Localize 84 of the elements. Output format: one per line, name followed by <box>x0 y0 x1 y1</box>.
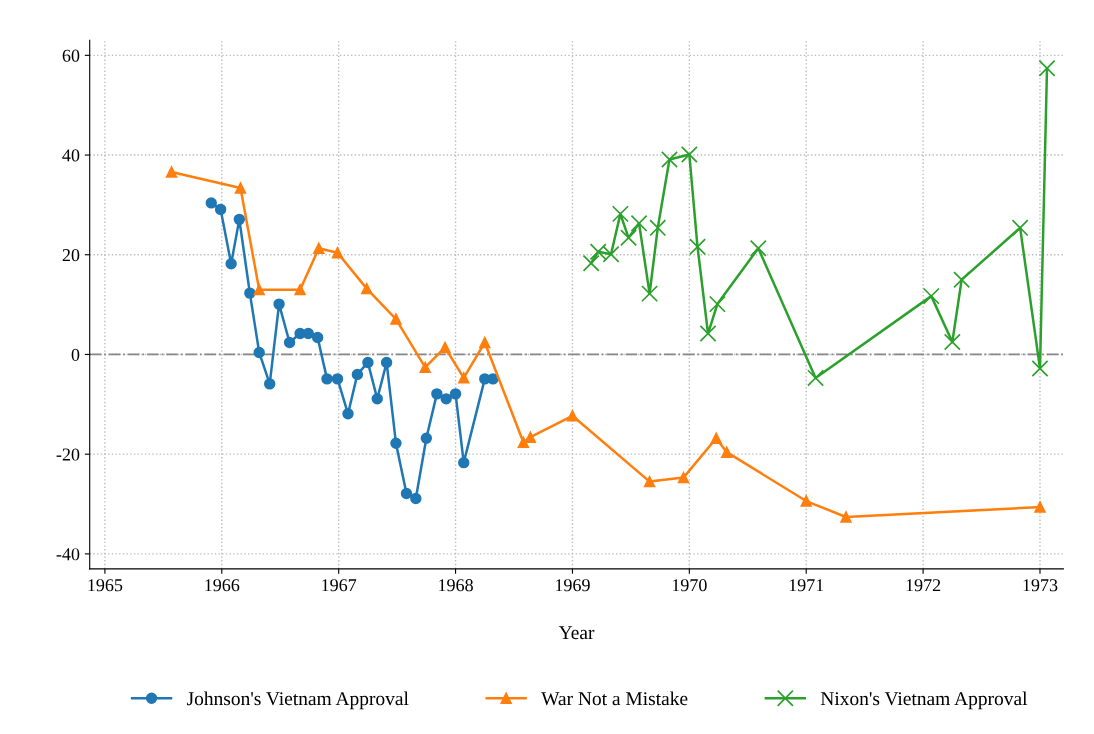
point <box>566 410 579 422</box>
y-tick-label: -40 <box>56 548 80 561</box>
point <box>449 388 462 400</box>
x-tick-label: 1972 <box>906 579 941 592</box>
point <box>479 336 491 349</box>
point <box>689 238 706 256</box>
x-tick-label: 1968 <box>439 579 473 592</box>
point <box>420 432 433 444</box>
x-axis-title: Year <box>558 626 595 640</box>
point <box>244 287 256 299</box>
point <box>708 295 726 313</box>
point <box>311 331 324 344</box>
legend-label: Nixon's Vietnam Approval <box>820 691 1028 710</box>
point <box>643 475 656 488</box>
y-tick-label: 20 <box>62 249 80 262</box>
point <box>677 471 690 484</box>
point <box>649 219 667 237</box>
point <box>214 203 227 216</box>
point <box>400 487 413 500</box>
point <box>362 356 374 369</box>
point <box>283 336 296 349</box>
point <box>458 372 470 384</box>
x-tick-label: 1967 <box>322 579 357 592</box>
point <box>273 298 285 310</box>
point <box>205 197 217 209</box>
point <box>1031 359 1049 377</box>
point <box>431 388 443 400</box>
legend-label: War Not a Mistake <box>541 691 688 706</box>
point <box>458 456 470 469</box>
point <box>225 258 237 270</box>
point <box>721 446 733 458</box>
point <box>321 373 333 385</box>
point <box>943 333 961 351</box>
point <box>1038 59 1056 77</box>
point <box>699 325 717 343</box>
point <box>331 247 344 259</box>
legend-label: Johnson's Vietnam Approval <box>186 691 409 710</box>
point <box>361 282 373 295</box>
point <box>440 393 452 405</box>
x-tick-label: 1965 <box>88 579 123 592</box>
point <box>641 285 659 303</box>
point <box>630 214 648 232</box>
point <box>233 213 246 226</box>
x-tick-label: 1969 <box>555 579 590 592</box>
point <box>390 313 402 325</box>
point <box>253 346 265 359</box>
point <box>165 166 178 178</box>
x-tick-label: 1966 <box>205 579 240 592</box>
point <box>922 287 940 305</box>
point <box>1034 501 1046 513</box>
point <box>294 283 306 296</box>
point <box>390 437 402 449</box>
y-tick-label: 0 <box>71 348 80 361</box>
point <box>264 378 276 390</box>
point <box>342 408 354 420</box>
point <box>351 368 364 381</box>
point <box>840 511 852 523</box>
point <box>710 432 722 444</box>
point <box>680 146 698 164</box>
point <box>660 151 678 169</box>
point <box>749 239 767 257</box>
point <box>439 341 451 354</box>
point <box>331 373 344 385</box>
x-tick-label: 1973 <box>1023 579 1058 592</box>
point <box>371 393 383 405</box>
point <box>807 369 825 387</box>
point <box>419 361 431 374</box>
point <box>611 205 629 223</box>
point <box>234 182 247 194</box>
point <box>380 356 393 369</box>
point <box>953 271 971 289</box>
point <box>517 436 530 448</box>
y-tick-label: 60 <box>62 49 80 62</box>
point <box>800 495 812 507</box>
point <box>253 283 265 296</box>
x-tick-label: 1971 <box>789 579 824 592</box>
y-tick-label: -20 <box>56 448 80 461</box>
y-tick-label: 40 <box>62 149 80 162</box>
point <box>313 242 325 254</box>
point <box>582 254 600 272</box>
point <box>410 492 422 505</box>
x-tick-label: 1970 <box>672 579 707 592</box>
point <box>1011 219 1029 237</box>
point <box>620 229 638 247</box>
